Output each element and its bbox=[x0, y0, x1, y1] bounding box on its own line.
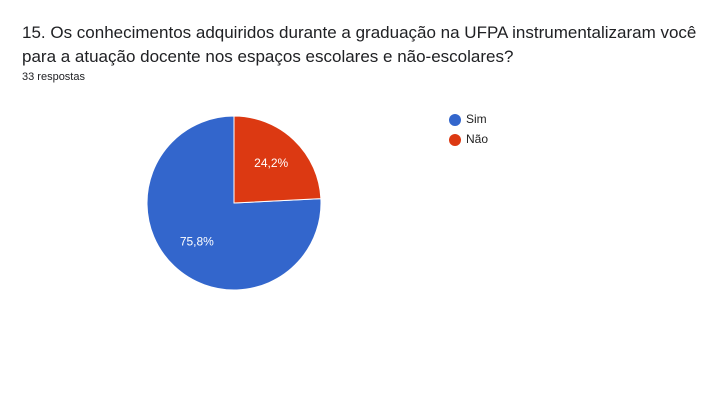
legend-marker bbox=[449, 114, 461, 126]
chart-title: 15. Os conhecimentos adquiridos durante … bbox=[22, 23, 697, 66]
pie-slice bbox=[233, 115, 322, 204]
chart-subtitle: 33 respostas bbox=[22, 71, 85, 83]
slice-label: 24,2% bbox=[254, 156, 288, 170]
legend-marker bbox=[449, 134, 461, 146]
slice-label: 75,8% bbox=[180, 234, 214, 248]
legend-label: Não bbox=[466, 132, 488, 146]
legend-label: Sim bbox=[466, 112, 487, 126]
